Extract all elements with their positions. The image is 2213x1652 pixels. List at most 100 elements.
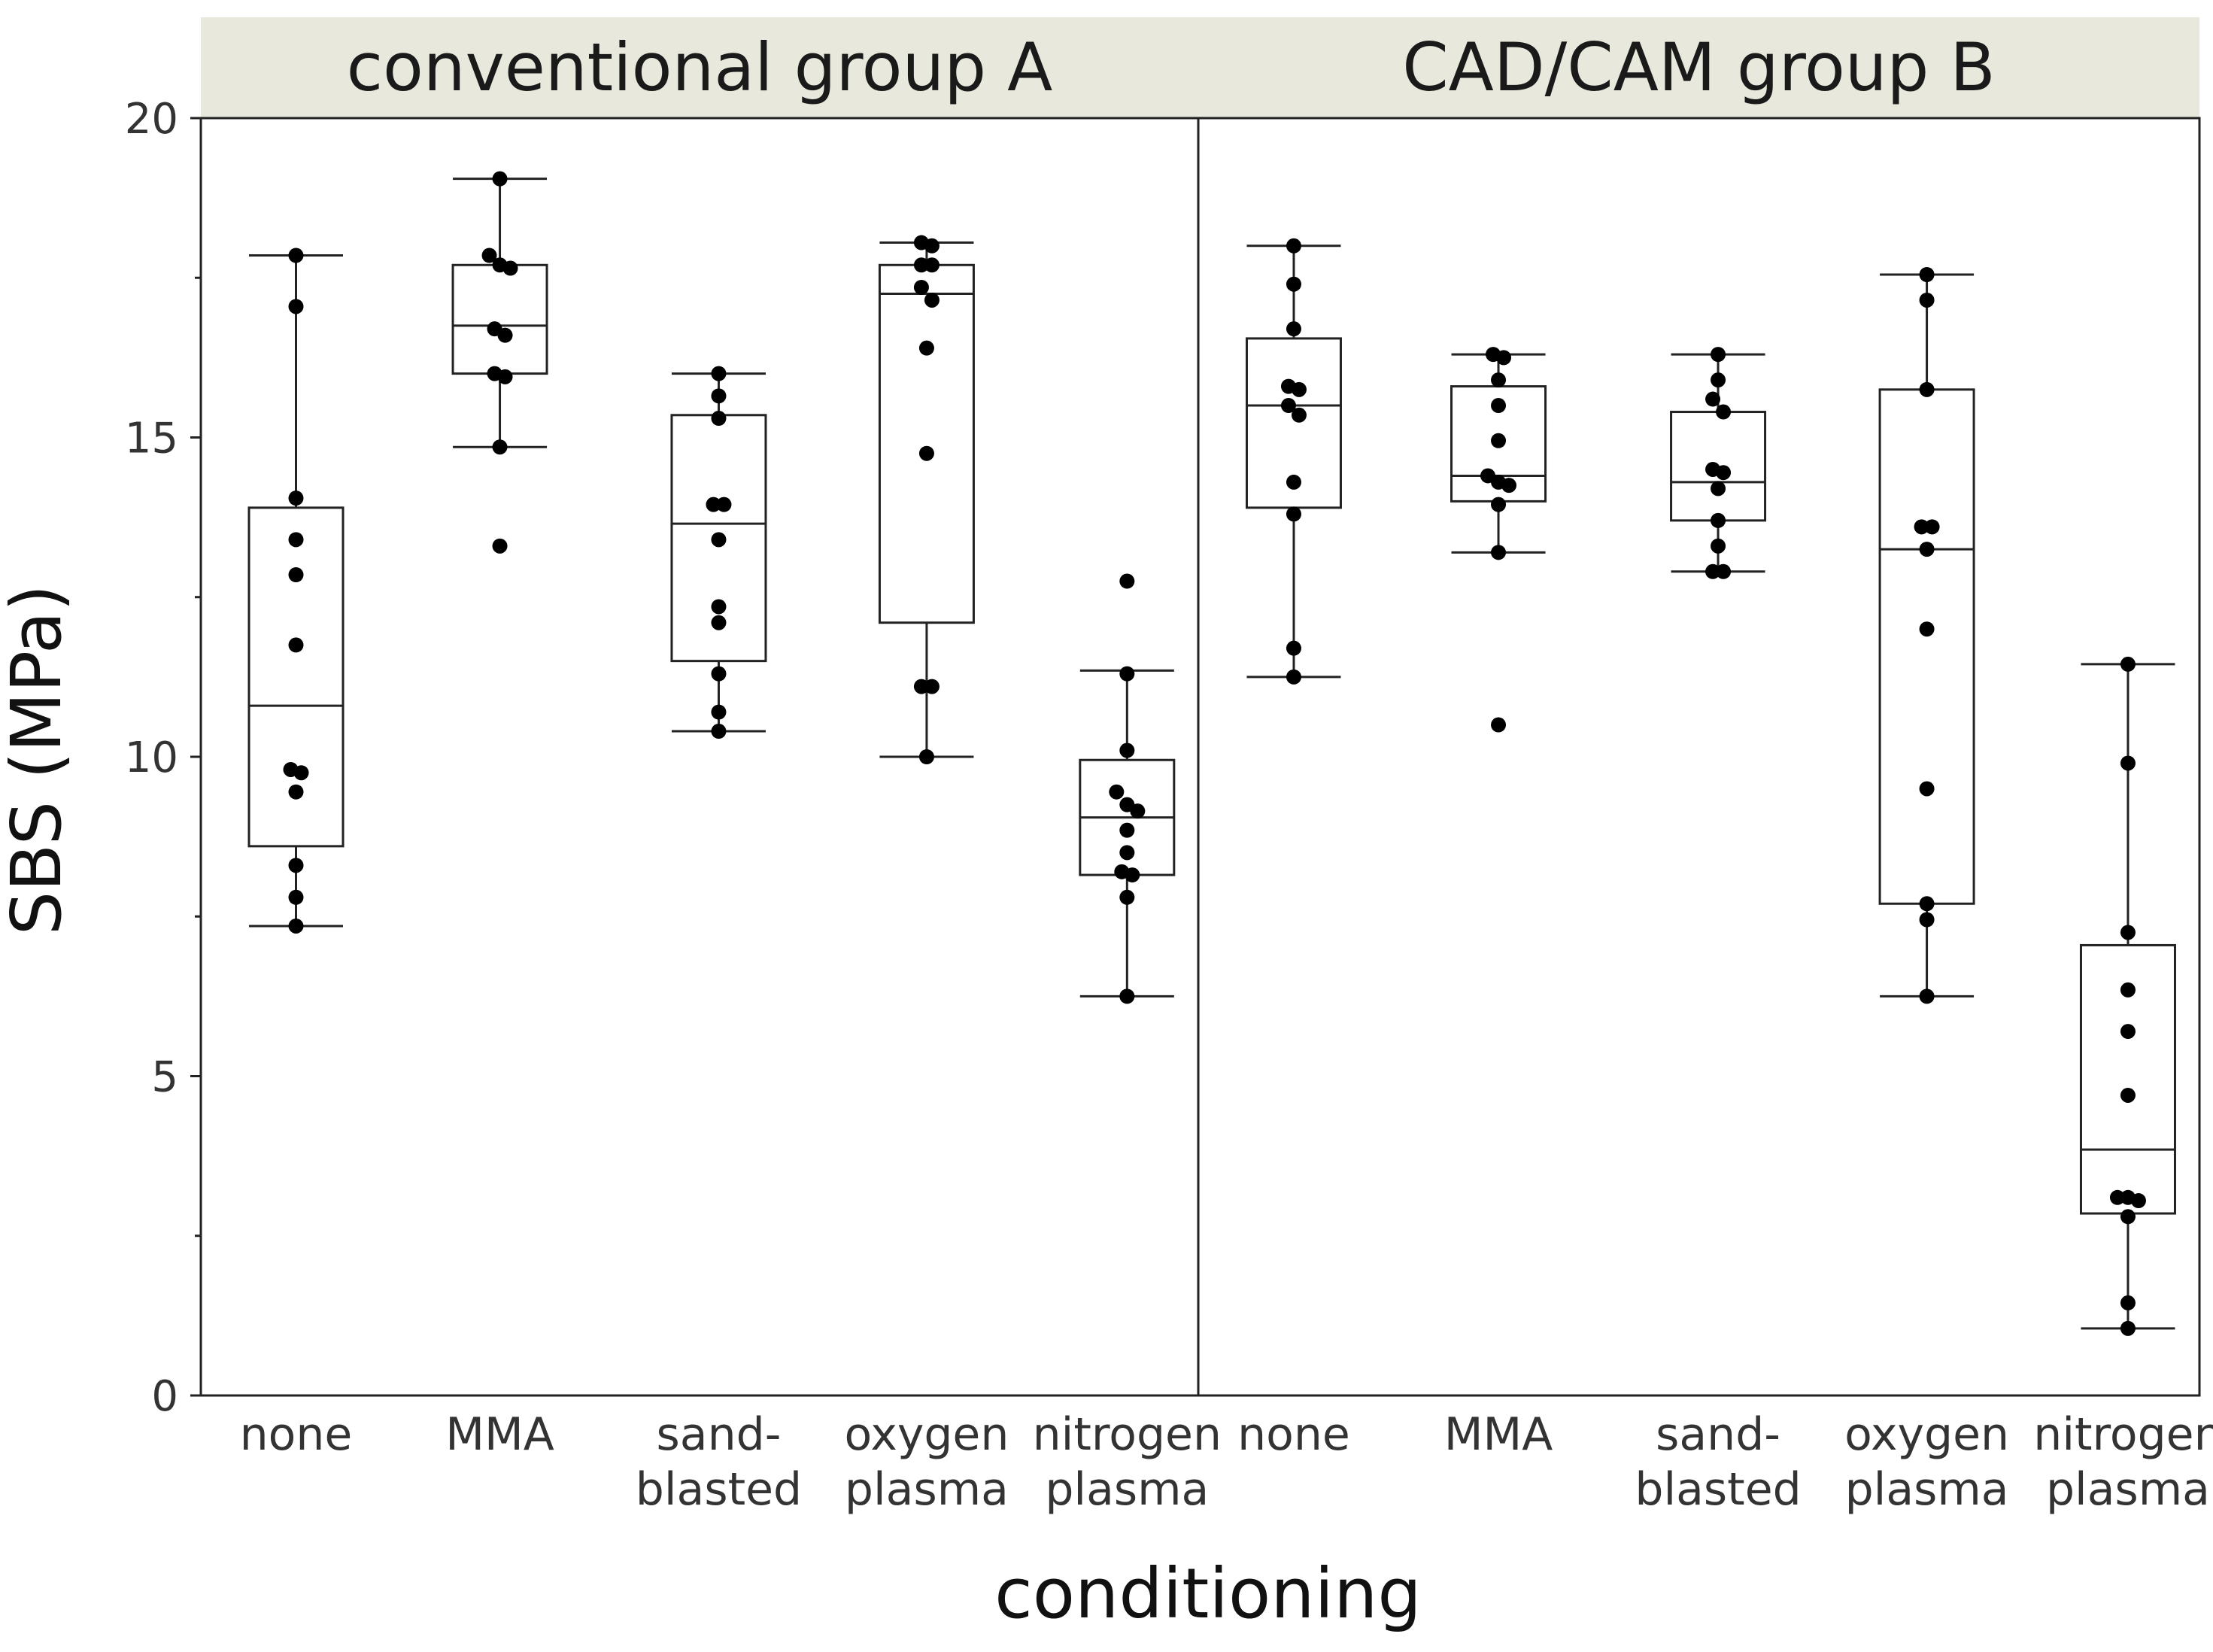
y-axis-title: SBS (MPa) (0, 585, 77, 935)
data-point-2-3 (1716, 404, 1732, 420)
data-point-1-1 (288, 918, 304, 934)
data-point-2-4 (1919, 896, 1935, 912)
x-tick-label-2-3: sand-blasted (1635, 1408, 1801, 1516)
panel-strip-1 (201, 17, 1198, 118)
data-point-1-5 (1119, 666, 1135, 682)
data-point-2-1 (1280, 398, 1296, 414)
data-point-2-1 (1291, 381, 1307, 397)
data-point-2-3 (1705, 391, 1721, 407)
data-point-1-2 (492, 538, 508, 554)
data-point-2-1 (1286, 238, 1301, 254)
data-point-1-4 (918, 749, 934, 764)
data-point-1-4 (913, 257, 929, 273)
data-point-2-4 (1919, 292, 1935, 308)
y-tick-label: 10 (125, 733, 178, 782)
data-point-2-4 (1914, 519, 1929, 535)
data-point-2-1 (1291, 407, 1307, 423)
data-point-2-3 (1711, 347, 1726, 363)
data-point-1-4 (913, 679, 929, 694)
data-point-1-4 (913, 279, 929, 295)
data-point-2-5 (2120, 1209, 2136, 1225)
data-point-2-1 (1286, 321, 1301, 337)
data-point-1-2 (502, 260, 518, 276)
x-tick-label-2-2: MMA (1444, 1408, 1553, 1461)
data-point-1-3 (706, 497, 721, 512)
box-iqr (1878, 388, 1975, 905)
data-point-1-3 (711, 599, 727, 615)
x-tick-label-2-5: nitrogen plasma (2033, 1408, 2213, 1516)
data-point-2-5 (2120, 1024, 2136, 1040)
data-point-2-3 (1716, 563, 1732, 579)
x-tick-label-2-4: oxygen plasma (1844, 1408, 2009, 1516)
data-point-1-4 (918, 445, 934, 461)
x-axis-title: conditioning (994, 1553, 1422, 1634)
data-point-2-4 (1919, 621, 1935, 637)
data-point-1-2 (497, 369, 513, 384)
box-iqr (878, 263, 975, 624)
data-point-1-5 (1125, 867, 1140, 883)
data-point-1-2 (492, 171, 508, 187)
data-point-2-2 (1491, 372, 1507, 388)
y-tick-label: 15 (125, 415, 178, 463)
data-point-2-3 (1711, 372, 1726, 388)
data-point-1-2 (497, 327, 513, 343)
data-point-2-1 (1286, 276, 1301, 292)
data-point-2-3 (1705, 563, 1721, 579)
data-point-2-5 (2120, 656, 2136, 672)
data-point-1-5 (1130, 803, 1146, 819)
data-point-2-2 (1501, 478, 1517, 493)
data-point-2-4 (1919, 912, 1935, 928)
data-point-1-5 (1119, 988, 1135, 1004)
data-point-2-5 (2120, 1087, 2136, 1103)
x-tick-label-2-1: none (1237, 1408, 1350, 1461)
data-point-2-2 (1491, 545, 1507, 560)
data-point-1-1 (293, 765, 309, 781)
x-tick-label-1-1: none (240, 1408, 353, 1461)
data-point-2-2 (1491, 497, 1507, 512)
data-point-2-3 (1711, 481, 1726, 497)
data-point-1-4 (924, 679, 940, 694)
data-point-1-2 (492, 439, 508, 455)
data-point-2-4 (1919, 542, 1935, 557)
y-tick-label: 5 (151, 1053, 178, 1102)
data-point-1-5 (1119, 573, 1135, 589)
data-point-1-5 (1119, 889, 1135, 905)
data-point-1-3 (711, 615, 727, 630)
data-point-1-5 (1109, 784, 1125, 800)
data-point-1-1 (288, 490, 304, 506)
data-point-1-5 (1119, 822, 1135, 838)
data-point-2-5 (2120, 1320, 2136, 1336)
x-tick-label-1-5: nitrogen plasma (1033, 1408, 1222, 1516)
data-point-2-5 (2130, 1193, 2146, 1209)
data-point-1-3 (711, 366, 727, 381)
data-point-2-5 (2120, 925, 2136, 940)
x-tick-label-1-3: sand-blasted (636, 1408, 802, 1516)
data-point-1-1 (288, 858, 304, 873)
panel-frame-2 (1197, 117, 2201, 1397)
data-point-2-2 (1491, 398, 1507, 414)
data-point-1-1 (288, 532, 304, 548)
data-point-2-3 (1711, 538, 1726, 554)
data-point-2-1 (1286, 474, 1301, 490)
data-point-1-1 (288, 567, 304, 583)
data-point-1-3 (711, 666, 727, 682)
data-point-2-4 (1919, 267, 1935, 283)
data-point-2-1 (1286, 506, 1301, 522)
boxplot-1-4 (878, 241, 975, 758)
data-point-2-5 (2109, 1189, 2125, 1205)
data-point-1-1 (288, 637, 304, 653)
data-point-2-2 (1496, 350, 1512, 366)
data-point-1-3 (716, 497, 732, 512)
box-iqr (451, 263, 548, 375)
data-point-1-1 (288, 299, 304, 314)
data-point-1-3 (711, 411, 727, 427)
data-point-2-4 (1919, 781, 1935, 797)
panel-title-1: conventional group A (347, 29, 1053, 106)
data-point-1-3 (711, 704, 727, 720)
data-point-1-1 (288, 247, 304, 263)
x-tick-label-1-4: oxygen plasma (844, 1408, 1009, 1516)
data-point-2-5 (2120, 982, 2136, 998)
data-point-2-2 (1491, 433, 1507, 448)
data-point-1-3 (711, 388, 727, 404)
